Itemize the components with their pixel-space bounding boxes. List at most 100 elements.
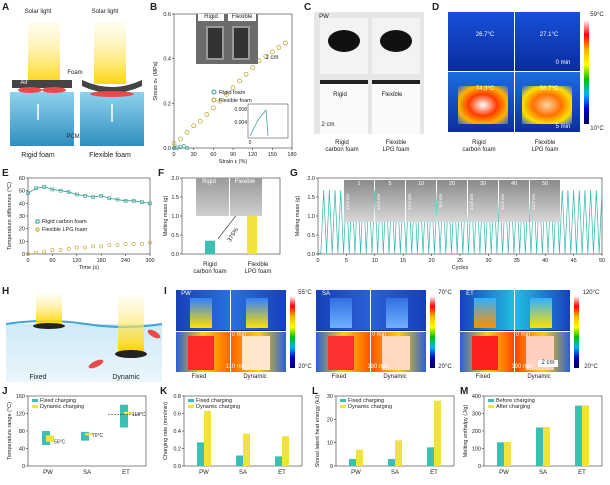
l-cat-2: ET (430, 470, 438, 476)
panel-label-c: C (304, 2, 312, 13)
g-ytick-label-0: 0.0 (307, 252, 315, 258)
g-ytick-label-3: 1.5 (307, 195, 315, 201)
j-ann-0: 55°C (54, 439, 66, 445)
d-temp-3: 74.3°C (475, 86, 495, 92)
j-legend-0-swatch (32, 399, 38, 402)
j-ytick-label-4: 160 (16, 394, 25, 400)
m-cat-0: PW (499, 470, 509, 476)
m-ylabel: Melting enthalpy (J/g) (463, 405, 469, 458)
g-xtick-label-3: 15 (400, 258, 406, 264)
b-legend-flex: Flexible foam (219, 98, 252, 104)
l-legend-0-swatch (340, 399, 346, 402)
e-point-flex-14 (139, 241, 144, 246)
m-legend-1-swatch (488, 405, 494, 408)
g-inset-height-6: 14.8 cm (531, 194, 536, 211)
c-flexible: Flexible (381, 92, 403, 98)
i-sa-t0: 0 min (371, 332, 387, 338)
panel-label-j: J (2, 386, 8, 397)
e-ytick-label-4: 40 (19, 201, 25, 207)
e-point-flex-11 (115, 243, 120, 248)
b-point-flexible-3 (191, 123, 197, 129)
j-ytick-label-3: 120 (16, 412, 25, 418)
b-xlabel: Strain ε (%) (219, 159, 248, 165)
e-xtick-label-2: 120 (72, 258, 81, 264)
f-inset-flex: Flexible (234, 179, 256, 185)
e-point-rigid-6 (75, 192, 79, 197)
f-ytick-label-1: 0.5 (171, 233, 179, 239)
b-xtick-label-3: 90 (230, 152, 236, 158)
b-point-flexible-14 (263, 54, 269, 59)
b-ytick-label-3: 0.6 (163, 12, 171, 18)
panel-label-k: K (160, 386, 168, 397)
b-xtick-label-6: 180 (287, 152, 296, 158)
b-xtick-label-2: 60 (210, 152, 216, 158)
e-point-flex-15 (148, 240, 152, 245)
l-bar-0-2 (427, 447, 434, 466)
j-bar-0-2 (120, 404, 128, 428)
m-ytick-label-3: 300 (472, 412, 481, 418)
i-et-label: ET (466, 291, 474, 297)
e-point-rigid-3 (50, 187, 55, 192)
e-point-rigid-4 (58, 188, 63, 193)
l-legend-1: Dynamic charging (348, 404, 392, 410)
d-temp-1: 26.7°C (475, 32, 495, 38)
d-time-0: 0 min (555, 60, 571, 66)
d-thermal-image (448, 12, 580, 132)
g-xtick-label-8: 40 (542, 258, 548, 264)
m-bar-0-1 (536, 427, 543, 466)
m-cat-1: SA (539, 470, 547, 476)
e-ytick-label-3: 30 (19, 214, 25, 220)
i-sa-max: 70°C (438, 290, 452, 296)
b-ytick-label-2: 0.4 (163, 57, 171, 63)
e-xtick-label-1: 60 (49, 258, 55, 264)
g-inset-2: 10 14.5 cm (406, 180, 436, 222)
g-xtick-label-5: 25 (457, 258, 463, 264)
g-inset-0: 1 14.8 cm (344, 180, 374, 222)
k-cat-2: ET (278, 470, 286, 476)
b-inset-ytick-1: 0.004 (234, 120, 247, 126)
e-point-rigid-9 (99, 193, 103, 198)
k-bar-1-1 (243, 433, 250, 466)
g-inset-height-3: 0.0 cm (438, 194, 443, 208)
d-caption-right: Flexible LPG foam (531, 140, 559, 153)
k-legend-0: Fixed charging (196, 398, 232, 404)
c-caption-right: Flexible LPG foam (382, 140, 410, 153)
b-point-flexible-10 (237, 78, 242, 84)
m-ytick-label-2: 200 (472, 429, 481, 435)
e-xtick-label-0: 0 (26, 258, 29, 264)
j-ytick-label-2: 80 (19, 429, 25, 435)
panel-label-e: E (2, 168, 9, 179)
c-rigid: Rigid (333, 92, 347, 98)
j-cat-0: PW (43, 470, 53, 476)
k-legend-0-swatch (188, 399, 194, 402)
b-point-flexible-17 (283, 40, 288, 46)
g-xtick-label-1: 5 (345, 258, 348, 264)
m-cat-2: ET (578, 470, 586, 476)
c-scale: 2 cm (321, 122, 335, 128)
e-point-rigid-15 (148, 201, 152, 206)
a-rigid-caption: Rigid foam (21, 152, 55, 159)
b-point-flexible-11 (243, 71, 249, 77)
l-ytick-label-3: 30 (327, 394, 333, 400)
m-bar-0-2 (575, 405, 582, 466)
j-bar-1-2 (124, 411, 132, 415)
j-ytick-label-1: 40 (19, 447, 25, 453)
k-ytick-label-3: 0.6 (173, 412, 181, 418)
panel-label-l: L (312, 386, 319, 397)
l-bar-0-1 (388, 459, 395, 466)
j-cat-2: ET (122, 470, 130, 476)
g-inset-6: 50 14.8 cm (530, 180, 560, 222)
j-bar-0-1 (81, 431, 89, 441)
e-legend-flex-marker (35, 227, 40, 232)
g-ytick-label-4: 2.0 (307, 176, 315, 182)
k-ytick-label-0: 0.0 (173, 464, 181, 470)
b-inset-photo (196, 14, 258, 64)
panel-label-i: I (164, 286, 167, 297)
k-bar-0-0 (197, 442, 204, 466)
d-cmax: 59°C (590, 12, 604, 18)
a-air-label: Air (20, 80, 28, 86)
e-line-rigid (27, 186, 151, 204)
i-sa-fixed: Fixed (331, 374, 347, 380)
